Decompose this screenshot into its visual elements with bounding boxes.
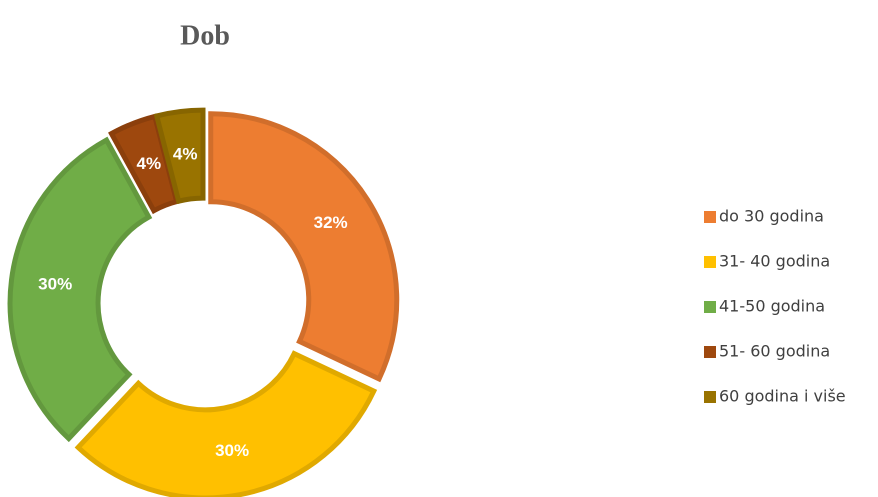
donut-segment xyxy=(74,350,378,497)
legend-swatch xyxy=(704,301,716,313)
legend-swatch xyxy=(704,211,716,223)
legend-label: 31- 40 godina xyxy=(719,252,830,271)
donut-segment xyxy=(153,107,206,205)
data-label: 32% xyxy=(314,213,348,232)
legend-label: 41-50 godina xyxy=(719,297,825,316)
donut-segment xyxy=(7,136,153,443)
data-label: 4% xyxy=(136,154,161,173)
legend-swatch xyxy=(704,256,716,268)
chart-title: Dob xyxy=(180,20,230,51)
donut-segment xyxy=(208,111,400,383)
legend-label: 60 godina i više xyxy=(719,387,846,406)
legend-label: do 30 godina xyxy=(719,207,824,226)
data-label: 30% xyxy=(215,441,249,460)
data-label: 4% xyxy=(173,145,198,164)
legend-label: 51- 60 godina xyxy=(719,342,830,361)
legend-swatch xyxy=(704,346,716,358)
legend-swatch xyxy=(704,391,716,403)
data-label: 30% xyxy=(38,275,72,294)
